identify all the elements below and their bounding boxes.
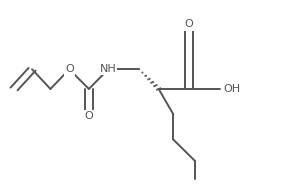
Text: OH: OH — [223, 84, 241, 94]
Text: NH: NH — [100, 64, 117, 74]
Text: O: O — [185, 19, 194, 29]
Text: O: O — [84, 111, 93, 121]
Text: O: O — [65, 64, 74, 74]
